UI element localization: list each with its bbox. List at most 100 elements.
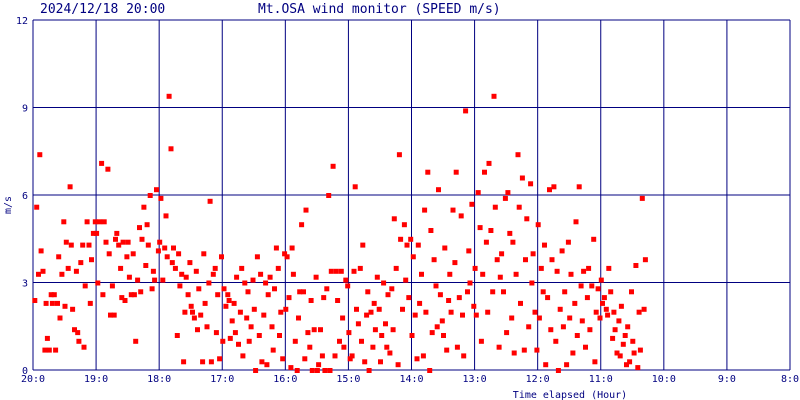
data-point <box>633 263 639 268</box>
data-point <box>600 300 605 306</box>
data-point <box>201 251 207 257</box>
data-point <box>207 198 213 204</box>
data-point <box>145 242 151 248</box>
data-point <box>46 347 52 353</box>
data-point <box>543 362 549 368</box>
data-point <box>384 344 390 350</box>
data-point <box>149 286 155 292</box>
data-point <box>187 260 193 266</box>
data-point <box>355 321 361 327</box>
x-tick-label: 19:0 <box>84 374 108 385</box>
data-point <box>477 225 483 231</box>
data-point <box>427 368 433 373</box>
data-point <box>239 265 245 271</box>
data-point <box>86 242 92 248</box>
y-tick-label: 12 <box>16 16 28 27</box>
data-point <box>564 362 570 368</box>
data-point <box>190 309 195 315</box>
data-point <box>188 303 194 309</box>
data-point <box>324 286 330 292</box>
data-point <box>351 268 357 274</box>
data-point <box>483 239 489 245</box>
data-point <box>472 265 478 271</box>
data-point <box>570 350 576 356</box>
data-point <box>578 283 584 289</box>
x-tick-label: 14:0 <box>399 374 423 385</box>
data-point <box>473 312 479 318</box>
chart-title: Mt.OSA wind monitor (SPEED m/s) <box>258 2 501 17</box>
data-point <box>309 368 315 373</box>
data-point <box>581 268 587 274</box>
data-point <box>391 216 397 222</box>
data-point <box>210 271 216 277</box>
data-point <box>496 344 502 350</box>
data-point <box>314 368 320 373</box>
data-point <box>523 257 528 263</box>
data-point <box>311 327 317 333</box>
data-point <box>95 280 101 286</box>
x-axis-label: Time elapsed (Hour) <box>513 390 627 400</box>
data-point <box>70 306 76 312</box>
data-point <box>557 306 563 312</box>
data-point <box>234 274 240 280</box>
data-point <box>90 230 96 236</box>
data-point <box>44 335 50 341</box>
data-point <box>265 292 271 298</box>
x-tick-label: 20:0 <box>21 374 45 385</box>
data-point <box>172 265 178 271</box>
data-point <box>138 289 144 295</box>
data-point <box>229 318 235 324</box>
data-point <box>490 289 496 295</box>
data-point <box>316 362 322 368</box>
data-point <box>226 298 232 303</box>
data-point <box>105 166 111 172</box>
y-tick-label: 0 <box>22 366 28 377</box>
data-point <box>113 236 118 242</box>
data-point <box>217 356 223 362</box>
data-point <box>439 318 445 324</box>
data-point <box>240 353 246 359</box>
data-point <box>182 309 188 315</box>
data-point <box>106 251 112 257</box>
data-point <box>630 338 636 344</box>
data-point <box>301 289 306 295</box>
data-point <box>65 265 71 271</box>
data-point <box>62 303 68 309</box>
y-tick-label: 3 <box>22 279 28 290</box>
data-point <box>365 289 371 295</box>
x-tick-label: 11:0 <box>589 374 613 385</box>
data-point <box>404 242 410 248</box>
x-tick-labels: 20:0 19:0 18:0 17:0 16:0 15:0 14:0 13:0 12:0 11:0… <box>21 374 799 385</box>
data-point <box>37 152 43 158</box>
data-point <box>157 239 163 245</box>
data-point <box>213 330 219 336</box>
data-point <box>390 327 396 333</box>
data-point <box>509 315 515 321</box>
y-tick-label: 9 <box>22 104 28 115</box>
data-point <box>164 254 170 260</box>
data-point <box>154 187 159 193</box>
data-point <box>364 312 370 318</box>
data-point <box>158 195 164 201</box>
data-point <box>294 368 300 373</box>
data-point <box>231 300 237 306</box>
data-point <box>78 260 84 266</box>
data-point <box>553 338 559 344</box>
data-point <box>53 347 59 353</box>
data-point <box>414 356 420 362</box>
data-point <box>431 257 437 263</box>
data-point <box>273 245 279 251</box>
data-point <box>401 222 407 228</box>
data-point <box>395 362 401 368</box>
data-point <box>321 295 327 301</box>
x-tick-label: 9:0 <box>718 374 736 385</box>
data-point <box>116 242 122 248</box>
data-point <box>374 274 380 280</box>
data-point <box>307 344 313 350</box>
data-point <box>303 207 309 213</box>
data-point <box>370 344 376 350</box>
data-point <box>340 315 346 321</box>
data-point <box>519 175 525 181</box>
data-point <box>139 236 145 242</box>
